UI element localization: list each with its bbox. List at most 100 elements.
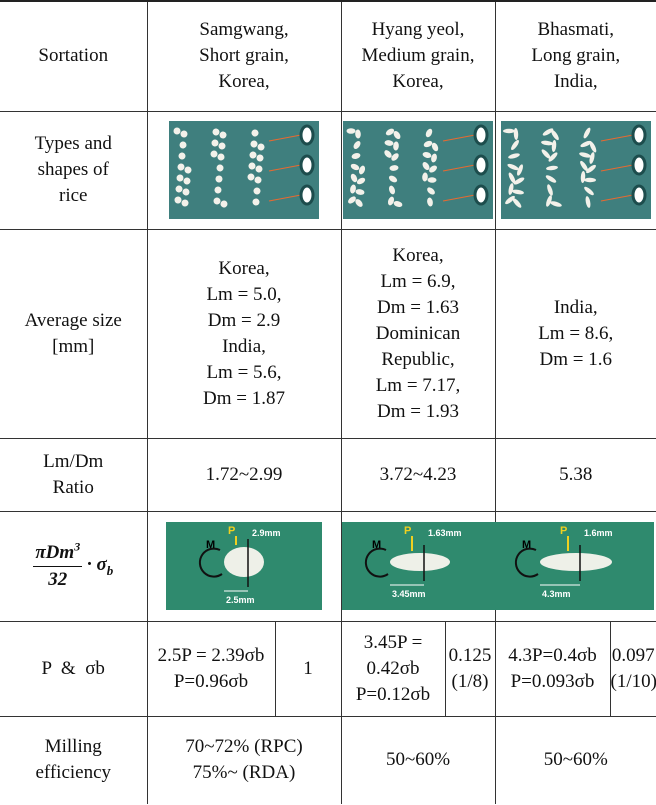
cell-line: Lm = 7.17, bbox=[342, 373, 495, 399]
cell-line: Lm = 8.6, bbox=[496, 321, 656, 347]
cell: 1.72~2.99 bbox=[147, 438, 341, 511]
cell-line: efficiency bbox=[0, 760, 147, 786]
cell: 5.38 bbox=[495, 438, 656, 511]
length-label: 3.45mm bbox=[392, 589, 426, 599]
cell-line: 1 bbox=[276, 656, 341, 682]
cell-line: 3.45P = bbox=[342, 630, 445, 656]
zoom-ring bbox=[475, 126, 487, 144]
numerator: πDm bbox=[35, 542, 74, 563]
photo-cell: MP2.9mm2.5mm bbox=[147, 511, 341, 621]
row-label: Average size[mm] bbox=[0, 229, 147, 438]
row-label: Lm/DmRatio bbox=[0, 438, 147, 511]
subscript: b bbox=[107, 563, 114, 578]
cell: 1 bbox=[275, 621, 341, 716]
cell-line: India, bbox=[496, 69, 656, 95]
photo-cell bbox=[341, 111, 495, 229]
ratio-row: Lm/DmRatio 1.72~2.99 3.72~4.23 5.38 bbox=[0, 438, 656, 511]
rice-table: Sortation Samgwang,Short grain,Korea, Hy… bbox=[0, 0, 656, 804]
load-label: P bbox=[560, 525, 567, 537]
average-row: Average size[mm] Korea,Lm = 5.0,Dm = 2.9… bbox=[0, 229, 656, 438]
cell: 70~72% (RPC)75%~ (RDA) bbox=[147, 716, 341, 804]
zoom-ring bbox=[475, 156, 487, 174]
cell-line: India, bbox=[148, 334, 341, 360]
cell-line: Korea, bbox=[342, 69, 495, 95]
cell: India,Lm = 8.6,Dm = 1.6 bbox=[495, 229, 656, 438]
zoom-ring bbox=[475, 186, 487, 204]
row-label: πDm332 · σb bbox=[0, 511, 147, 621]
cell: 0.097(1/10) bbox=[610, 621, 656, 716]
photo-cell: MP1.63mm3.45mm bbox=[341, 511, 495, 621]
cell-line: 2.5P = 2.39σb bbox=[148, 643, 275, 669]
length-label: 2.5mm bbox=[226, 595, 255, 605]
cell-line: (1/8) bbox=[446, 669, 495, 695]
load-row: P & σb 2.5P = 2.39σbP=0.96σb 1 3.45P =0.… bbox=[0, 621, 656, 716]
cell-line: 75%~ (RDA) bbox=[148, 760, 341, 786]
zoom-ring bbox=[633, 186, 645, 204]
cell-line: Dm = 2.9 bbox=[148, 308, 341, 334]
zoom-ring bbox=[301, 126, 313, 144]
cell-text: 3.72~4.23 bbox=[342, 462, 495, 488]
grain bbox=[540, 553, 612, 571]
zoom-ring bbox=[633, 126, 645, 144]
cell-line: Dm = 1.63 bbox=[342, 295, 495, 321]
grain bbox=[174, 128, 181, 135]
cell: Samgwang,Short grain,Korea, bbox=[147, 1, 341, 111]
rice-photo bbox=[501, 121, 651, 219]
exponent: 3 bbox=[74, 539, 80, 553]
cell-text: 1.72~2.99 bbox=[148, 462, 341, 488]
cell-line: P=0.093σb bbox=[496, 669, 610, 695]
cell-line: Korea, bbox=[342, 243, 495, 269]
cell-text: 5.38 bbox=[496, 462, 656, 488]
row-label: Sortation bbox=[0, 1, 147, 111]
cell-line: Korea, bbox=[148, 256, 341, 282]
moment-label: M bbox=[522, 539, 531, 551]
cell-line: 50~60% bbox=[342, 747, 495, 773]
formula: πDm332 bbox=[33, 540, 82, 593]
photo-cell bbox=[147, 111, 341, 229]
grain-photo: MP2.9mm2.5mm bbox=[166, 522, 322, 610]
zoom-ring bbox=[633, 156, 645, 174]
zoom-ring bbox=[301, 156, 313, 174]
cell-line: shapes of bbox=[0, 157, 147, 183]
zoom-ring bbox=[301, 186, 313, 204]
grain bbox=[503, 129, 515, 133]
cell-line: Milling bbox=[0, 734, 147, 760]
page: Sortation Samgwang,Short grain,Korea, Hy… bbox=[0, 0, 656, 805]
diameter-label: 2.9mm bbox=[252, 528, 281, 538]
cell-line: Lm = 6.9, bbox=[342, 269, 495, 295]
cell-line: 0.125 bbox=[446, 643, 495, 669]
cell: 3.45P =0.42σbP=0.12σb bbox=[341, 621, 445, 716]
moment-label: M bbox=[206, 539, 215, 551]
cell: Bhasmati,Long grain,India, bbox=[495, 1, 656, 111]
cell: 50~60% bbox=[495, 716, 656, 804]
rice-photo bbox=[343, 121, 493, 219]
cell-line: 4.3P=0.4σb bbox=[496, 643, 610, 669]
grain bbox=[347, 128, 356, 134]
cell-line: Korea, bbox=[148, 69, 341, 95]
moment-label: M bbox=[372, 539, 381, 551]
formula-row: πDm332 · σb MP2.9mm2.5mm MP1.63mm3.45mm … bbox=[0, 511, 656, 621]
cell-line: Lm/Dm bbox=[0, 449, 147, 475]
cell-line: Bhasmati, bbox=[496, 17, 656, 43]
cell: Korea,Lm = 5.0,Dm = 2.9India,Lm = 5.6,Dm… bbox=[147, 229, 341, 438]
cell: 50~60% bbox=[341, 716, 495, 804]
cell: Korea,Lm = 6.9,Dm = 1.63DominicanRepubli… bbox=[341, 229, 495, 438]
load-label: P bbox=[404, 525, 411, 537]
grain bbox=[390, 553, 450, 571]
photo-cell bbox=[495, 111, 656, 229]
cell-line: Medium grain, bbox=[342, 43, 495, 69]
cell-line: 50~60% bbox=[496, 747, 656, 773]
grain bbox=[224, 547, 264, 577]
cell: 2.5P = 2.39σbP=0.96σb bbox=[147, 621, 275, 716]
cell-line: Republic, bbox=[342, 347, 495, 373]
cell: 3.72~4.23 bbox=[341, 438, 495, 511]
rice-photo bbox=[169, 121, 319, 219]
row-label: Types andshapes ofrice bbox=[0, 111, 147, 229]
cell-line: Dm = 1.87 bbox=[148, 386, 341, 412]
symbol: σ bbox=[96, 554, 106, 575]
length-label: 4.3mm bbox=[542, 589, 571, 599]
operator: · bbox=[87, 554, 92, 575]
cell-line: Dm = 1.6 bbox=[496, 347, 656, 373]
